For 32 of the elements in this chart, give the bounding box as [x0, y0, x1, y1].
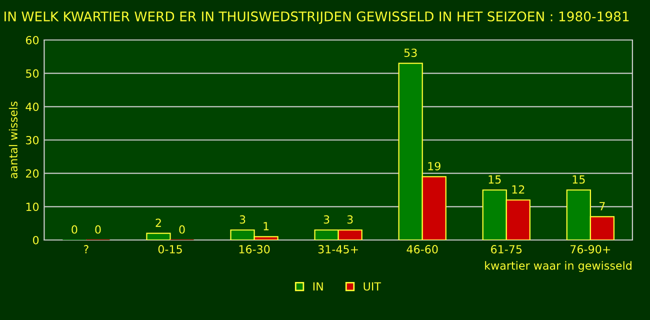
data-label: 3 — [324, 215, 330, 224]
x-tick-label: 31-45+ — [318, 245, 358, 254]
x-tick-label: 16-30 — [239, 245, 270, 254]
legend-label: UIT — [364, 282, 382, 291]
data-label: 0 — [179, 225, 185, 234]
data-label: 3 — [347, 215, 353, 224]
legend-label: IN — [313, 282, 323, 290]
data-label: 15 — [488, 175, 501, 184]
y-tick-label: 20 — [26, 169, 39, 178]
data-label: 3 — [240, 215, 246, 224]
x-tick-label: 76-90+ — [570, 245, 610, 254]
data-label: 19 — [428, 162, 440, 170]
x-tick-label: 0-15 — [158, 245, 182, 254]
y-tick-label: 50 — [26, 69, 39, 78]
data-label: 15 — [572, 175, 585, 184]
data-label: 12 — [512, 185, 524, 194]
y-tick-label: 40 — [26, 102, 39, 112]
data-label: 0 — [95, 225, 101, 234]
x-tick-label: ? — [84, 245, 88, 254]
data-label: 1 — [264, 222, 269, 230]
data-label: 2 — [156, 218, 161, 227]
y-tick-label: 60 — [26, 36, 39, 44]
data-label: 0 — [72, 225, 78, 234]
y-tick-label: 30 — [26, 136, 39, 144]
y-tick-label: 10 — [26, 202, 39, 212]
x-tick-label: 46-60 — [406, 245, 438, 254]
y-tick-label: 0 — [33, 236, 39, 244]
chart-title: IN WELK KWARTIER WERD ER IN THUISWEDSTRIJDEN GEWISSELD IN HET SEIZOEN : 1980-1981 — [4, 11, 629, 24]
data-label: 53 — [404, 48, 417, 58]
x-tick-label: 61-75 — [491, 245, 522, 254]
x-axis-title: kwartier waar in gewisseld — [485, 261, 632, 272]
y-axis-title: aantal wissels — [8, 102, 18, 178]
